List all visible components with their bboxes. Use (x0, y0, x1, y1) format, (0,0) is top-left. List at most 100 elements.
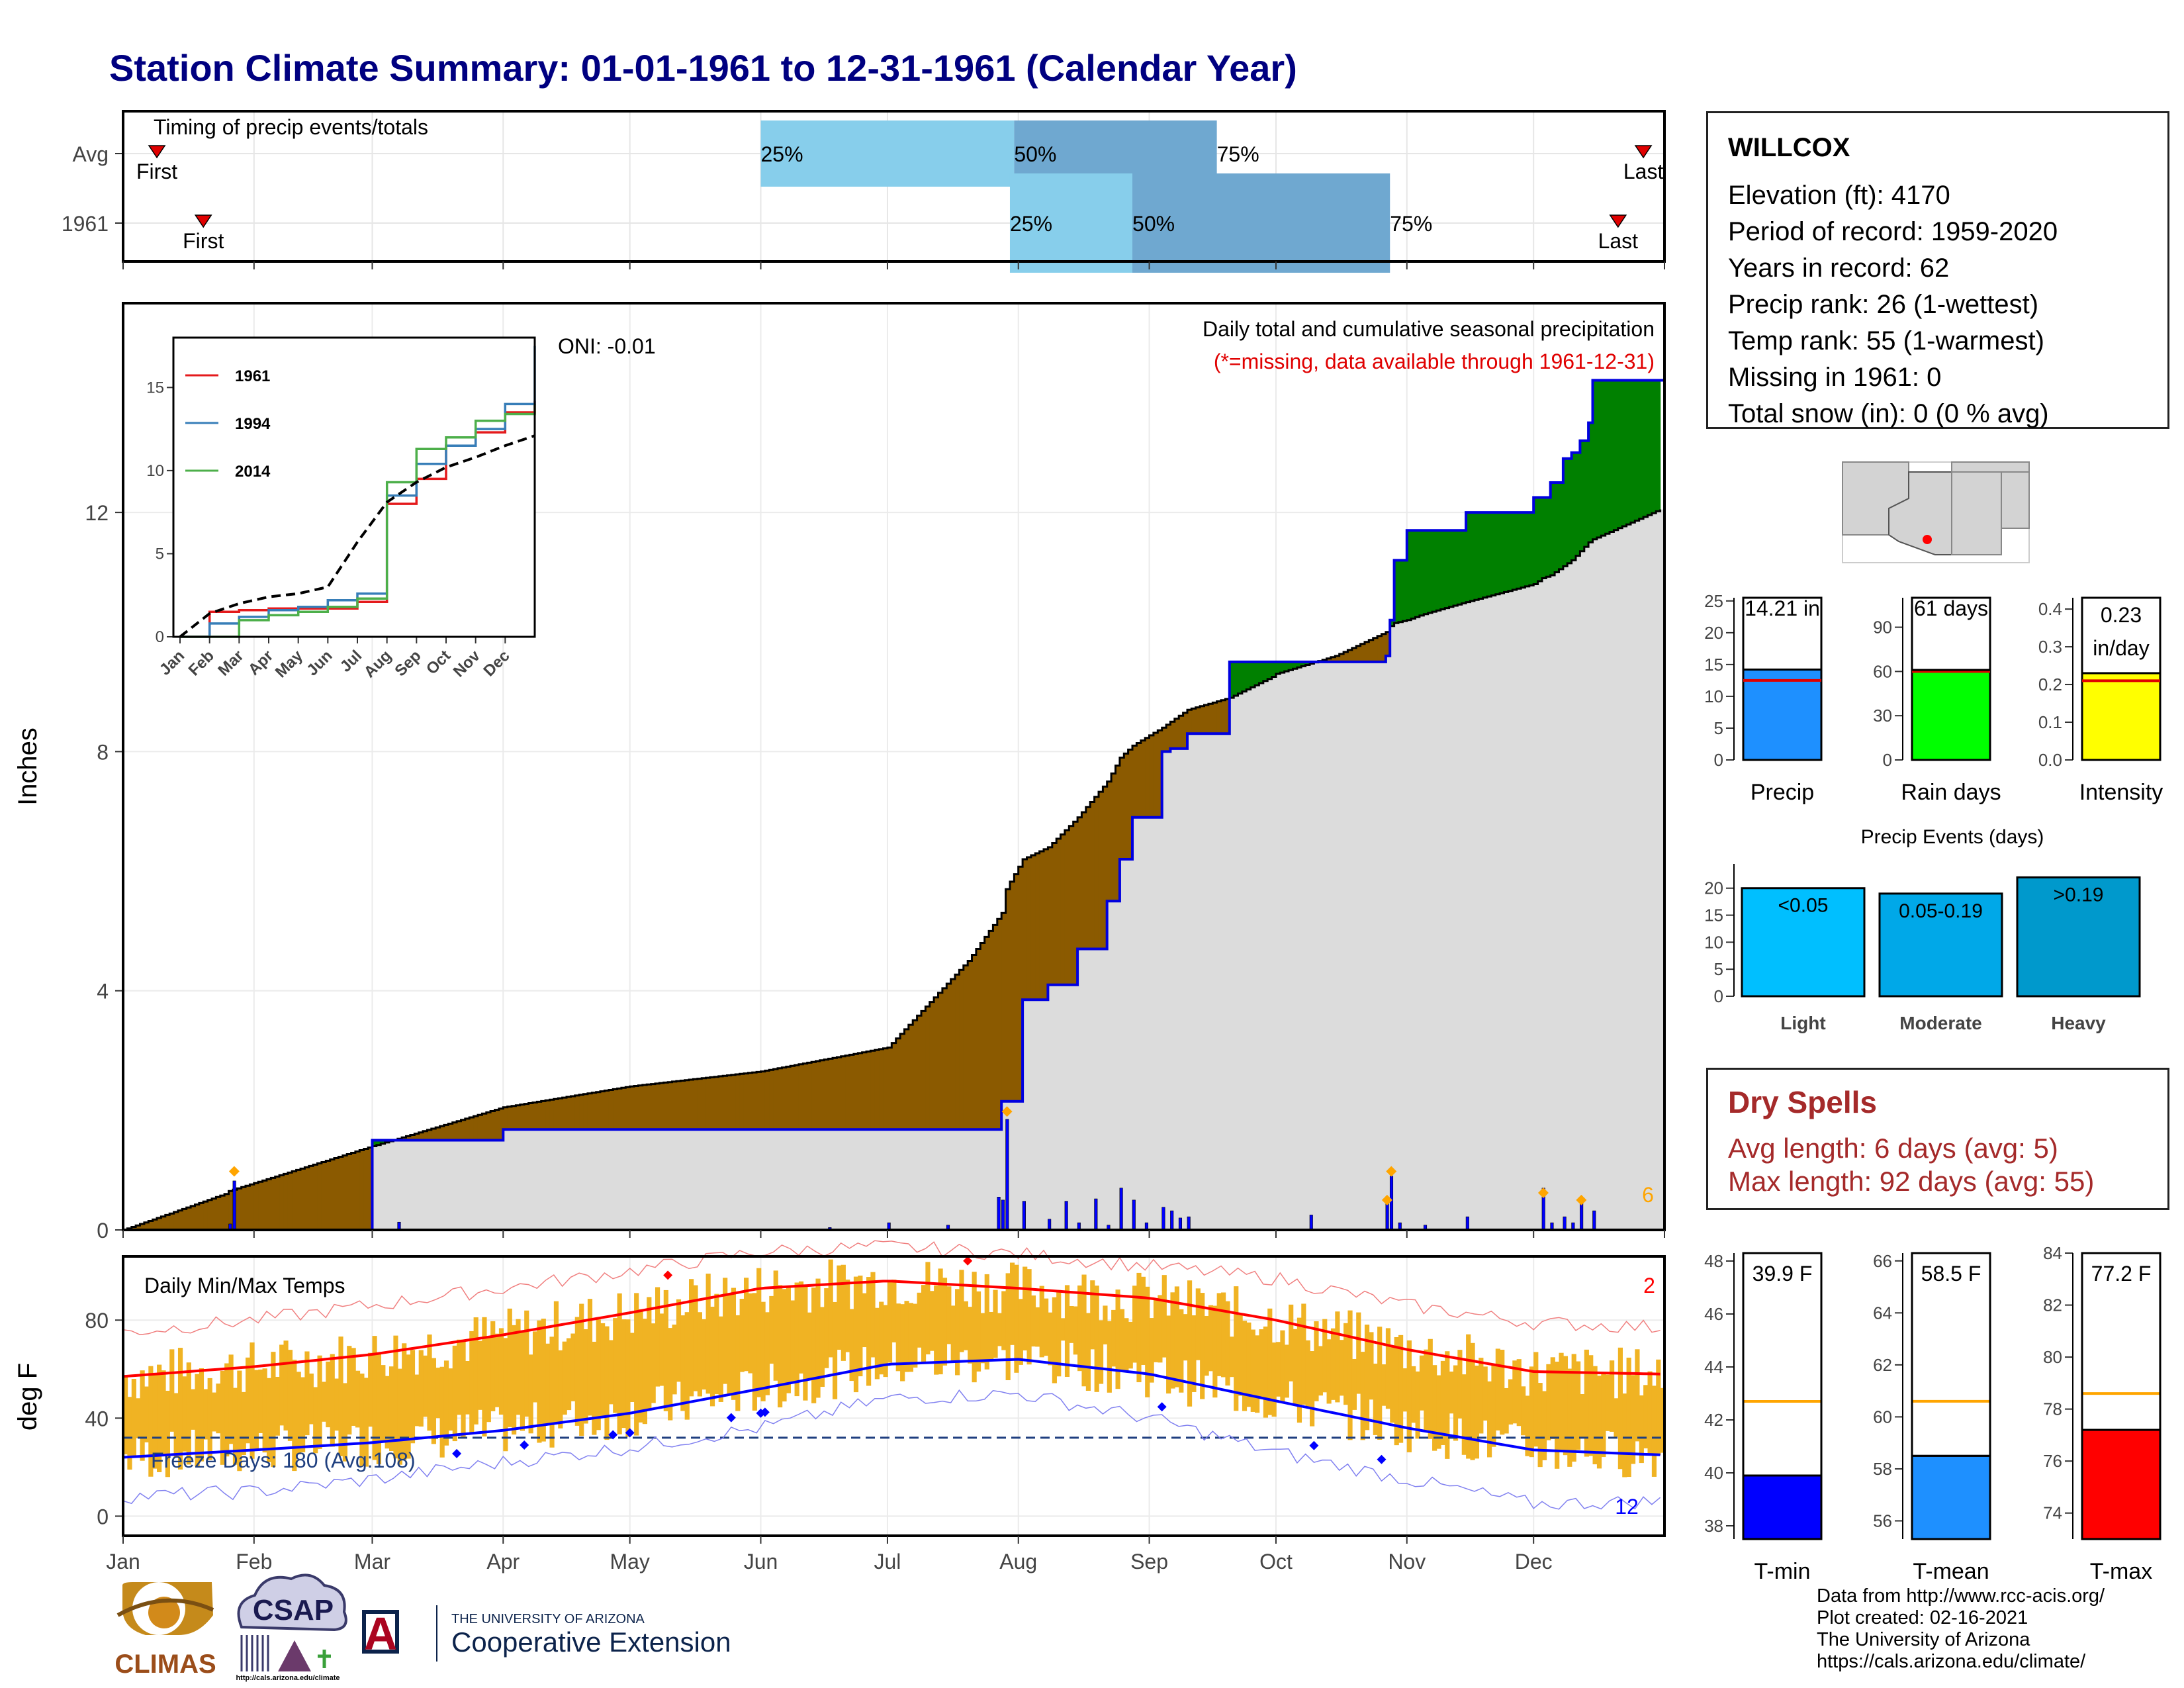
daily-temp-bar (334, 1378, 340, 1431)
precip-y-tick-label: 8 (97, 740, 109, 764)
temp-summary-2-label: T-max (2090, 1559, 2152, 1584)
daily-temp-bar (494, 1333, 500, 1407)
precip-deficit-fill (359, 1150, 365, 1230)
precip-deficit-fill (486, 1112, 491, 1141)
daily-temp-bar (1044, 1298, 1049, 1356)
precip-surplus-fill (1500, 512, 1505, 594)
precip-deficit-fill (625, 1087, 631, 1130)
daily-temp-bar (1289, 1304, 1294, 1382)
precip-summary-1-label: Rain days (1901, 780, 2001, 805)
daily-temp-bar (1310, 1351, 1315, 1427)
ua-small-text: THE UNIVERSITY OF ARIZONA (451, 1612, 645, 1626)
daily-temp-bar (541, 1319, 546, 1442)
precip-surplus-fill (1635, 380, 1640, 521)
precip-deficit-fill (545, 1100, 551, 1130)
daily-temp-bar (1225, 1301, 1230, 1386)
daily-temp-bar (1347, 1310, 1353, 1440)
daily-temp-bar (1103, 1305, 1108, 1344)
daily-temp-bar (1039, 1286, 1044, 1358)
precip-surplus-fill (1419, 530, 1424, 616)
daily-temp-bar (934, 1285, 939, 1375)
daily-temp-bar (702, 1319, 707, 1390)
temp-summary-0-y-tick-label: 44 (1704, 1357, 1723, 1377)
climas-logo-sun (148, 1597, 180, 1628)
precip-deficit-fill (1364, 641, 1369, 662)
record-low-marker (608, 1430, 618, 1440)
daily-temp-bar (321, 1382, 327, 1422)
timing-quantile-label: 25% (761, 142, 803, 166)
credit-plot-created: Plot created: 02-16-2021 (1817, 1607, 2028, 1628)
events-y-tick-label: 0 (1714, 986, 1723, 1006)
daily-temp-bar (532, 1331, 538, 1403)
precip-deficit-fill (1179, 716, 1184, 749)
precip-deficit-fill (684, 1080, 690, 1130)
daily-temp-bar (490, 1321, 496, 1411)
daily-temp-bar (423, 1355, 428, 1417)
daily-temp-bar (807, 1312, 812, 1381)
precip-deficit-fill (169, 1213, 175, 1230)
month-x-tick-label: Sep (1130, 1550, 1168, 1573)
daily-temp-bar (1415, 1371, 1420, 1439)
daily-temp-bar (199, 1368, 205, 1462)
daily-temp-bar (418, 1350, 424, 1427)
daily-temp-bar (275, 1376, 280, 1436)
precip-surplus-fill (1461, 530, 1467, 604)
precip-deficit-fill (786, 1066, 791, 1130)
daily-temp-bar (397, 1368, 402, 1465)
precip-deficit-fill (427, 1129, 432, 1141)
precip-panel-subtitle: (*=missing, data available through 1961-… (1214, 350, 1655, 373)
oni-label: ONI: -0.01 (558, 334, 656, 358)
daily-temp-bar (486, 1337, 491, 1423)
daily-temp-bar (942, 1278, 948, 1366)
precip-deficit-fill (342, 1155, 347, 1230)
precip-summary-1-bar (1911, 669, 1991, 761)
avg-min-line (122, 1358, 1661, 1459)
temp-summary-2-bar (2081, 1429, 2161, 1540)
daily-temp-bar (993, 1289, 998, 1358)
daily-temp-bar (1500, 1349, 1505, 1435)
daily-temp-bar (592, 1341, 597, 1435)
daily-temp-bar (558, 1350, 563, 1429)
record-low-marker (452, 1448, 462, 1458)
stat-temp-rank: Temp rank: 55 (1-warmest) (1728, 326, 2044, 355)
precip-deficit-fill (866, 1051, 872, 1130)
events-bar-range: >0.19 (2054, 884, 2104, 906)
daily-temp-bar (1204, 1315, 1209, 1376)
precip-summary-1-y-tick-label: 0 (1883, 750, 1892, 770)
daily-temp-bar (1461, 1374, 1467, 1455)
precip-surplus-fill (1622, 380, 1627, 527)
daily-temp-bar (498, 1328, 504, 1415)
daily-temp-bar (443, 1360, 449, 1446)
precip-surplus-fill (1630, 380, 1635, 523)
precip-surplus-fill (1529, 512, 1534, 586)
precip-deficit-fill (668, 1082, 673, 1130)
precip-summary-2-label: Intensity (2079, 780, 2163, 805)
precip-deficit-fill (790, 1066, 796, 1130)
daily-temp-bar (393, 1335, 398, 1459)
precip-summary-value-0: 14.21 in (1745, 596, 1820, 620)
precip-deficit-fill (1225, 698, 1230, 734)
inset-bg (173, 338, 535, 637)
precip-deficit-fill (338, 1156, 343, 1230)
precip-deficit-fill (629, 1086, 635, 1130)
temp-summary-value-2: 77.2 F (2091, 1262, 2152, 1286)
precip-deficit-fill (693, 1079, 698, 1130)
temp-summary-1-bar (1911, 1454, 1991, 1540)
daily-temp-bar (165, 1390, 170, 1477)
daily-temp-bar (562, 1341, 567, 1415)
precip-summary-1-y-tick-label: 30 (1873, 706, 1892, 726)
daily-temp-bar (976, 1291, 981, 1372)
events-bar (2016, 876, 2141, 998)
daily-temp-bar (1559, 1352, 1564, 1451)
precip-surplus-fill (1546, 497, 1551, 577)
daily-temp-bar (1023, 1266, 1028, 1351)
precip-surplus-fill (1271, 661, 1277, 677)
daily-temp-bar (1343, 1323, 1349, 1405)
precip-deficit-fill (1326, 658, 1332, 662)
daily-temp-bar (1073, 1306, 1078, 1355)
daily-temp-bar (473, 1317, 478, 1425)
daily-temp-bar (283, 1340, 289, 1430)
precip-surplus-fill (1415, 530, 1420, 618)
precip-deficit-fill (1073, 821, 1078, 985)
temp-summary-0-label: T-min (1754, 1559, 1811, 1584)
